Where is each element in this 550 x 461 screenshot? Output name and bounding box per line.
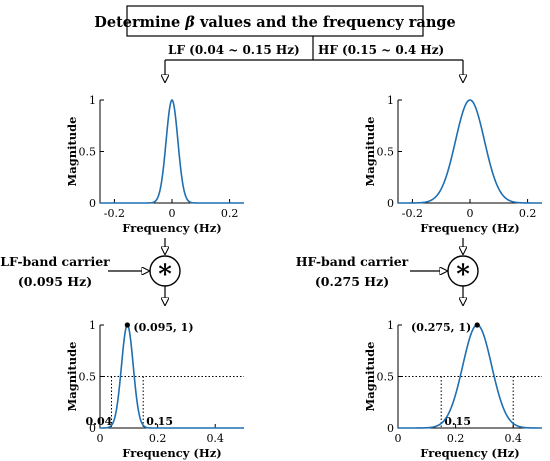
lf-band-ytick-label: 1 — [89, 319, 96, 332]
hf-band-xlabel: Frequency (Hz) — [420, 446, 519, 460]
hf-kernel-curve — [398, 99, 542, 204]
hf-band-ytick-label: 1 — [387, 319, 394, 332]
hf-kernel-xtick-label: 0 — [467, 207, 474, 220]
hf-band-peak-label: (0.275, 1) — [411, 321, 471, 334]
hf-band-ytick-label: 0.5 — [377, 371, 395, 384]
hf-band-xtick-label: 0 — [395, 432, 402, 445]
hf-carrier-label: HF-band carrier — [296, 254, 409, 269]
lf-band-ytick-label: 0.5 — [79, 371, 97, 384]
hf-band-curve — [398, 324, 543, 429]
hf-kernel-ylabel: Magnitude — [363, 117, 377, 187]
lf-kernel-xtick-label: 0 — [169, 207, 176, 220]
lf-band-ylabel: Magnitude — [65, 342, 79, 412]
hf-carrier-frequency: (0.275 Hz) — [315, 274, 389, 289]
title-box — [126, 5, 424, 37]
lf-range-label: LF (0.04 ~ 0.15 Hz) — [168, 43, 300, 57]
hf-kernel-xtick-label: -0.2 — [402, 207, 423, 220]
hf-kernel-ytick-label: 0 — [387, 197, 394, 210]
lf-kernel-xtick-label: -0.2 — [104, 207, 125, 220]
lf-kernel-xlabel: Frequency (Hz) — [122, 221, 221, 235]
lf-band-cutoff-label: 0.15 — [146, 415, 173, 428]
lf-band-curve — [100, 323, 244, 429]
hf-kernel-axes — [397, 100, 542, 204]
lf-band-xtick-label: 0.2 — [149, 432, 167, 445]
hf-kernel-ytick-label: 0.5 — [377, 146, 395, 159]
lf-kernel-xtick-label: 0.2 — [221, 207, 239, 220]
hf-band-xtick-label: 0.4 — [504, 432, 522, 445]
lf-kernel-axes — [99, 100, 244, 204]
lf-carrier-label: LF-band carrier — [0, 254, 110, 269]
hf-band-peak-point — [474, 322, 480, 328]
hf-kernel-xlabel: Frequency (Hz) — [420, 221, 519, 235]
lf-band-ytick-label: 0 — [89, 422, 96, 435]
lf-band-xlabel: Frequency (Hz) — [122, 446, 221, 460]
lf-band-xtick-label: 0 — [97, 432, 104, 445]
lf-kernel-ytick-label: 0 — [89, 197, 96, 210]
hf-kernel-ytick-label: 1 — [387, 94, 394, 107]
hf-band-ylabel: Magnitude — [363, 342, 377, 412]
lf-kernel-ytick-label: 0.5 — [79, 146, 97, 159]
hf-band-ytick-label: 0 — [387, 422, 394, 435]
lf-kernel-ytick-label: 1 — [89, 94, 96, 107]
lf-band-peak-point — [124, 322, 130, 328]
lf-operator-symbol: * — [158, 260, 172, 290]
lf-kernel-ylabel: Magnitude — [65, 117, 79, 187]
hf-band-cutoff-label: 0.15 — [444, 415, 471, 428]
title-text: Determine β values and the frequency ran… — [94, 14, 455, 31]
hf-range-label: HF (0.15 ~ 0.4 Hz) — [318, 43, 444, 57]
lf-band-xtick-label: 0.4 — [206, 432, 224, 445]
hf-kernel-xtick-label: 0.2 — [519, 207, 537, 220]
hf-operator-symbol: * — [456, 260, 470, 290]
lf-kernel-curve — [100, 98, 244, 204]
hf-band-xtick-label: 0.2 — [447, 432, 465, 445]
lf-band-cutoff-label: 0.04 — [86, 415, 113, 428]
lf-band-peak-label: (0.095, 1) — [133, 321, 193, 334]
lf-carrier-frequency: (0.095 Hz) — [18, 274, 92, 289]
